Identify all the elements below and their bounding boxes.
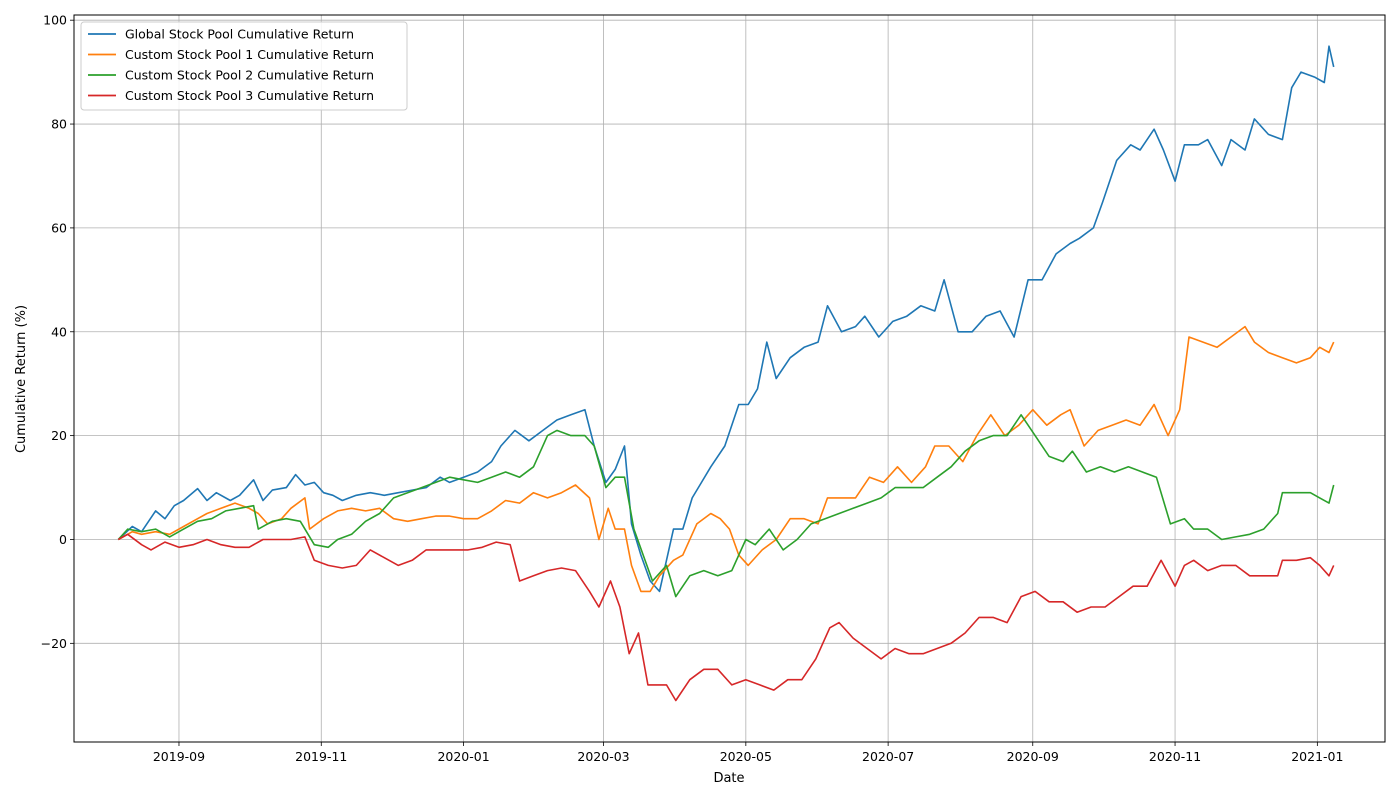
x-tick-label: 2020-07 xyxy=(862,749,914,764)
x-tick-label: 2021-01 xyxy=(1291,749,1343,764)
legend-entry: Custom Stock Pool 2 Cumulative Return xyxy=(125,68,374,83)
y-axis-ticks: −20 0 20 40 60 80 100 xyxy=(41,13,74,651)
y-tick-label: 0 xyxy=(59,532,67,547)
x-tick-label: 2019-11 xyxy=(295,749,347,764)
y-tick-label: 20 xyxy=(51,428,67,443)
y-tick-label: 60 xyxy=(51,220,67,235)
x-axis-title: Date xyxy=(713,771,744,786)
grid-lines xyxy=(74,15,1385,742)
series-line-2 xyxy=(117,325,1335,593)
x-axis-ticks: 2019-09 2019-11 2020-01 2020-03 2020-05 2020-… xyxy=(153,742,1343,764)
series-line-3 xyxy=(117,413,1335,598)
x-tick-label: 2020-11 xyxy=(1149,749,1201,764)
legend-entry: Global Stock Pool Cumulative Return xyxy=(125,27,354,42)
plot-frame xyxy=(73,14,1386,743)
legend: Global Stock Pool Cumulative Return Custo… xyxy=(80,21,408,111)
legend-entry: Custom Stock Pool 3 Cumulative Return xyxy=(125,88,374,103)
x-tick-label: 2020-03 xyxy=(577,749,629,764)
series-line-4 xyxy=(117,533,1335,702)
y-tick-label: 100 xyxy=(43,13,67,28)
x-tick-label: 2020-01 xyxy=(437,749,489,764)
y-axis-title: Cumulative Return (%) xyxy=(14,305,29,453)
series-lines xyxy=(117,45,1335,702)
y-tick-label: 80 xyxy=(51,117,67,132)
legend-entry: Custom Stock Pool 1 Cumulative Return xyxy=(125,47,374,62)
legend-frame xyxy=(80,21,408,111)
x-tick-label: 2020-05 xyxy=(720,749,772,764)
x-tick-label: 2019-09 xyxy=(153,749,205,764)
x-tick-label: 2020-09 xyxy=(1007,749,1059,764)
y-tick-label: 40 xyxy=(51,324,67,339)
y-tick-label: −20 xyxy=(41,636,67,651)
series-line-1 xyxy=(117,45,1335,593)
